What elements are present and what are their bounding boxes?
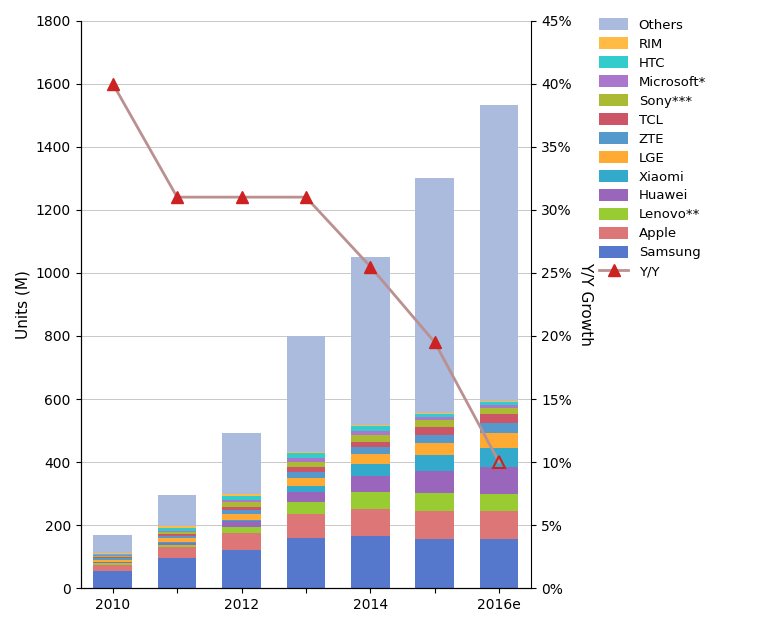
Bar (158, 545, 197, 547)
Bar (480, 408, 518, 414)
Bar (480, 401, 518, 402)
Bar (222, 520, 261, 521)
Bar (351, 425, 389, 426)
Bar (158, 532, 197, 534)
Bar (222, 510, 261, 514)
Bar (222, 551, 261, 588)
Bar (93, 565, 132, 571)
Bar (222, 502, 261, 507)
Bar (351, 465, 389, 477)
Bar (351, 431, 389, 435)
Bar (93, 557, 132, 558)
Bar (158, 526, 197, 528)
Bar (158, 542, 197, 545)
Bar (287, 336, 326, 451)
Bar (480, 414, 518, 423)
Bar (287, 458, 326, 462)
Bar (480, 404, 518, 408)
Bar (222, 500, 261, 502)
Bar (287, 478, 326, 487)
Bar (93, 535, 132, 552)
Bar (158, 539, 197, 542)
Bar (158, 495, 197, 526)
Bar (222, 514, 261, 520)
Bar (351, 454, 389, 465)
Bar (287, 472, 326, 478)
Bar (480, 433, 518, 448)
Bar (93, 558, 132, 560)
Bar (480, 467, 518, 493)
Bar (93, 563, 132, 565)
Bar (158, 547, 197, 558)
Bar (287, 451, 326, 453)
Y-axis label: Units (M): Units (M) (15, 270, 30, 339)
Bar (287, 453, 326, 458)
Bar (480, 539, 518, 588)
Bar (415, 471, 454, 493)
Bar (351, 492, 389, 509)
Bar (93, 560, 132, 562)
Bar (93, 555, 132, 556)
Bar (222, 521, 261, 527)
Bar (222, 433, 261, 494)
Bar (158, 528, 197, 530)
Bar (415, 417, 454, 421)
Bar (287, 538, 326, 588)
Bar (351, 435, 389, 441)
Bar (415, 493, 454, 511)
Bar (351, 426, 389, 431)
Bar (351, 509, 389, 536)
Bar (351, 477, 389, 492)
Bar (415, 511, 454, 539)
Bar (158, 558, 197, 588)
Bar (222, 494, 261, 496)
Bar (222, 496, 261, 500)
Bar (93, 552, 132, 554)
Bar (158, 534, 197, 536)
Bar (351, 536, 389, 588)
Bar (93, 554, 132, 555)
Bar (480, 423, 518, 433)
Bar (158, 536, 197, 539)
Bar (480, 448, 518, 467)
Bar (222, 507, 261, 510)
Bar (158, 530, 197, 532)
Bar (415, 178, 454, 413)
Bar (415, 421, 454, 428)
Bar (415, 443, 454, 455)
Bar (480, 105, 518, 401)
Bar (415, 413, 454, 414)
Bar (415, 455, 454, 471)
Bar (222, 533, 261, 551)
Bar (415, 428, 454, 435)
Bar (287, 462, 326, 468)
Legend: Others, RIM, HTC, Microsoft*, Sony***, TCL, ZTE, LGE, Xiaomi, Huawei, Lenovo**, : Others, RIM, HTC, Microsoft*, Sony***, T… (597, 16, 709, 281)
Bar (480, 402, 518, 404)
Bar (351, 447, 389, 454)
Bar (93, 556, 132, 557)
Bar (351, 257, 389, 425)
Bar (415, 539, 454, 588)
Y-axis label: Y/Y Growth: Y/Y Growth (578, 263, 593, 346)
Bar (287, 487, 326, 492)
Bar (287, 502, 326, 514)
Bar (287, 468, 326, 472)
Bar (415, 435, 454, 443)
Bar (287, 492, 326, 502)
Bar (222, 527, 261, 533)
Bar (93, 562, 132, 563)
Bar (351, 441, 389, 447)
Bar (480, 511, 518, 539)
Bar (93, 571, 132, 588)
Bar (480, 493, 518, 511)
Bar (415, 414, 454, 417)
Bar (287, 514, 326, 538)
